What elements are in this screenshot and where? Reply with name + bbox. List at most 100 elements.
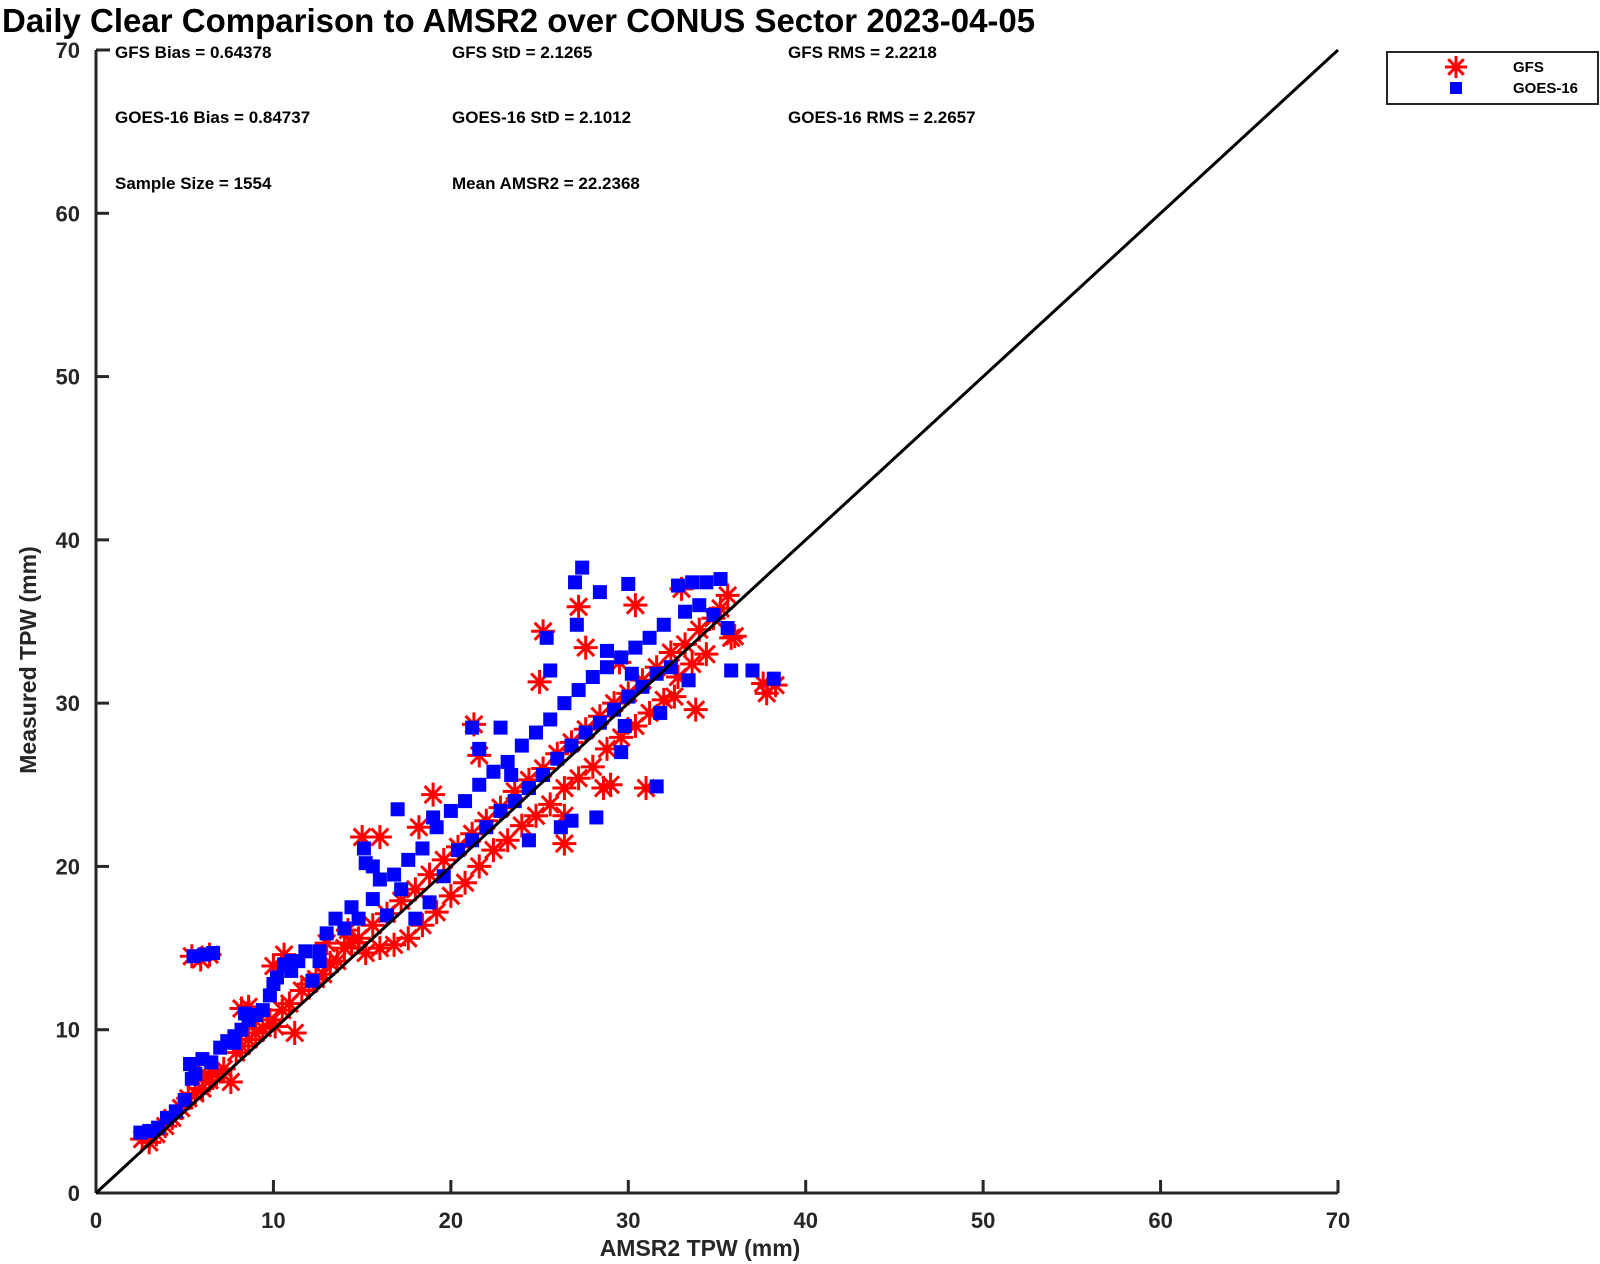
one-to-one-line [94,48,1340,1195]
gfs-point [591,776,616,801]
x-tick-label: 70 [1326,1208,1350,1233]
goes16-point [344,900,359,915]
goes16-point [493,720,508,735]
gfs-point [552,776,577,801]
gfs-point [722,624,747,649]
goes16-point [599,643,614,658]
statistics-annotations: GFS Bias = 0.64378 GFS StD = 2.1265 GFS … [115,43,976,193]
goes16-point [458,794,473,809]
gfs-point [566,594,591,619]
y-tick-label: 10 [56,1018,80,1043]
goes16-point [305,973,320,988]
gfs-point [538,792,563,817]
legend: GFS GOES-16 [1386,51,1599,105]
gfs-point [623,593,648,618]
goes16-point [493,803,508,818]
goes16-point [319,926,334,941]
goes16-point [529,725,544,740]
goes16-point [356,841,371,856]
goes16-point [543,712,558,727]
gfs-point [424,900,449,925]
y-tick-label: 60 [56,201,80,226]
goes16-point [614,745,629,760]
x-tick-group: 0 10 20 30 40 50 60 70 [90,1180,1350,1233]
gfs-point [680,651,705,676]
goes16-point [408,911,423,926]
gfs-point [360,913,385,938]
gfs-bias-label: GFS Bias = 0.64378 [115,43,271,62]
goes16-point [624,666,639,681]
goes16-point [521,833,536,848]
goes16-point [422,895,437,910]
goes16-point [568,575,583,590]
goes16-point [238,1006,253,1021]
goes16-point [177,1092,192,1107]
gfs-point [683,697,708,722]
x-axis-label: AMSR2 TPW (mm) [600,1235,801,1261]
goes16-point [720,621,735,636]
goes16-point [564,738,579,753]
legend-goes16-square-icon [1450,82,1462,94]
gfs-series [130,576,788,1155]
goes16-point [204,1055,219,1070]
gfs-point [715,583,740,608]
goes16-point [387,867,402,882]
goes16-point [543,663,558,678]
goes16-point [553,820,568,835]
goes16-point [365,892,380,907]
goes16-point [227,1035,242,1050]
gfs-point [509,813,534,838]
goes16-point [670,578,685,593]
goes16-point [724,663,739,678]
gfs-point [566,766,591,791]
goes16-point [692,598,707,613]
goes16-point [436,869,451,884]
goes16-point [656,617,671,632]
gfs-point [552,831,577,856]
goes16-point [500,754,515,769]
goes16-point [685,575,700,590]
goes16-point [379,908,394,923]
y-axis-label: Measured TPW (mm) [15,546,41,773]
y-tick-label: 50 [56,365,80,390]
x-tick-label: 60 [1148,1208,1172,1233]
gfs-point [406,815,431,840]
legend-goes16-label: GOES-16 [1513,80,1578,97]
gfs-point [495,828,520,853]
legend-asterisk-strokes [1445,56,1467,78]
goes16-point [569,617,584,632]
goes16-point [649,779,664,794]
goes16-point [557,696,572,711]
goes16-point [184,1071,199,1086]
x-tick-label: 50 [971,1208,995,1233]
x-tick-label: 10 [261,1208,285,1233]
goes16-point [450,843,465,858]
goes16-point [514,738,529,753]
x-tick-label: 30 [616,1208,640,1233]
gfs-point [467,854,492,879]
gfs-point [662,684,687,709]
goes16-point [337,921,352,936]
goes16-point [635,679,650,694]
goes16-point [266,976,281,991]
goes16-bias-label: GOES-16 Bias = 0.84737 [115,108,310,127]
goes16-point [262,988,277,1003]
gfs-std-label: GFS StD = 2.1265 [452,43,592,62]
goes16-point [255,1003,270,1018]
gfs-point [524,803,549,828]
gfs-point [367,936,392,961]
goes16-point [599,660,614,675]
goes16-point [426,810,441,825]
y-tick-label: 30 [56,691,80,716]
gfs-point [421,782,446,807]
goes16-point [614,650,629,665]
goes16-point [678,604,693,619]
goes16-point [401,852,416,867]
goes16-point [550,751,565,766]
y-tick-label: 40 [56,528,80,553]
goes16-point [443,803,458,818]
goes16-point [649,666,664,681]
goes16-point [575,560,590,575]
goes16-point [699,575,714,590]
legend-gfs-label: GFS [1513,59,1544,76]
